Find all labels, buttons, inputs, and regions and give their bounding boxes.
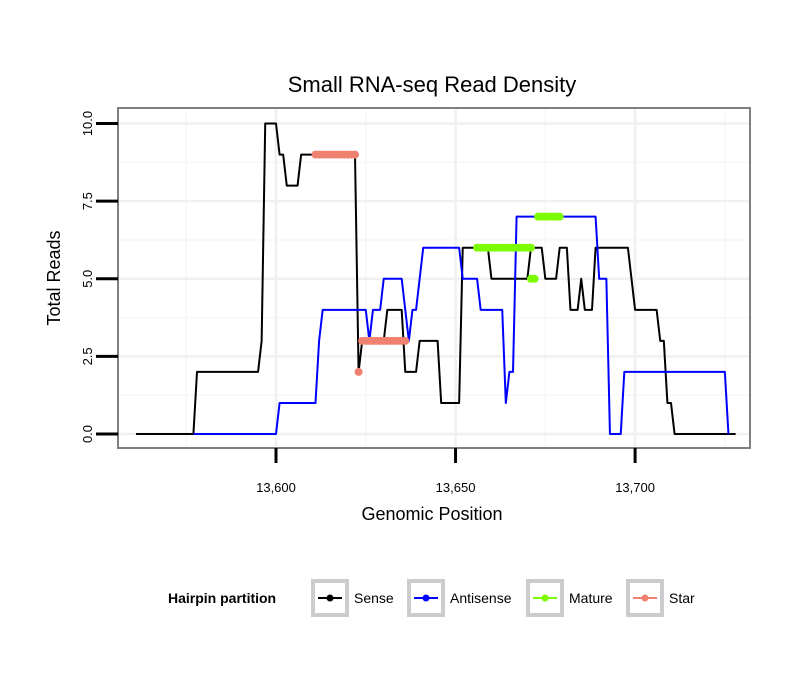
legend-label-star: Star	[669, 590, 695, 606]
legend-label-sense: Sense	[354, 590, 394, 606]
antisense-series-line	[193, 215, 730, 436]
mature-legend-dot	[541, 594, 549, 602]
mature-point	[526, 243, 535, 252]
antisense-legend-dot	[422, 594, 430, 602]
x-tick-label: 13,700	[615, 480, 655, 495]
star-point	[354, 367, 363, 376]
chart-title: Small RNA-seq Read Density	[288, 72, 577, 97]
y-axis-title: Total Reads	[44, 230, 64, 325]
x-tick-label: 13,650	[436, 480, 476, 495]
x-axis-title: Genomic Position	[361, 504, 502, 524]
y-tick-label: 0.0	[80, 425, 95, 443]
x-tick-label: 13,600	[256, 480, 296, 495]
y-tick-label: 10.0	[80, 111, 95, 136]
legend: Hairpin partition Sense Antisense Mature St…	[168, 579, 695, 617]
y-tick-label: 7.5	[80, 192, 95, 210]
y-tick-label: 2.5	[80, 347, 95, 365]
legend-title: Hairpin partition	[168, 590, 276, 606]
star-point	[351, 150, 359, 159]
sense-legend-dot	[326, 594, 334, 602]
star-legend-dot	[641, 594, 649, 602]
mature-point	[530, 274, 539, 283]
y-tick-label: 5.0	[80, 270, 95, 288]
mature-point	[555, 212, 564, 221]
legend-label-mature: Mature	[569, 590, 613, 606]
star-point	[401, 336, 410, 345]
legend-label-antisense: Antisense	[450, 590, 512, 606]
